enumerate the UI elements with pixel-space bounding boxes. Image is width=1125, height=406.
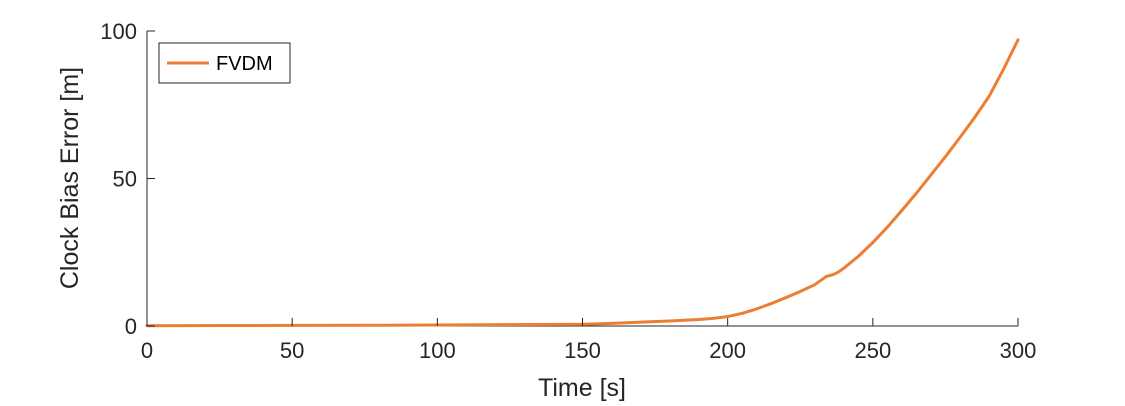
y-tick-label: 0 [125,314,137,339]
x-tick-label: 0 [141,338,153,363]
series-line-fvdm [145,38,1020,328]
y-tick-label: 100 [100,19,137,44]
x-tick-label: 200 [709,338,746,363]
x-tick-label: 300 [1000,338,1037,363]
legend: FVDM [158,42,291,84]
y-axis-label: Clock Bias Error [m] [56,67,84,289]
y-tick-label: 50 [113,167,137,192]
legend-label-fvdm: FVDM [216,53,273,75]
series-group [145,38,1020,328]
x-tick-label: 50 [280,338,304,363]
x-tick-label: 100 [419,338,456,363]
x-tick-label: 250 [854,338,891,363]
ticks: 0 50 100 150 200 250 300 0 50 100 [100,19,1036,363]
plot-background [147,31,1018,326]
x-tick-label: 150 [564,338,601,363]
x-axis-label: Time [s] [538,374,626,402]
